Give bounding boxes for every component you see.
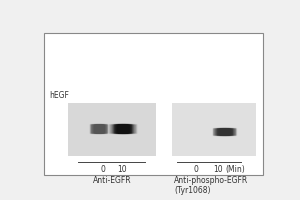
Text: hEGF: hEGF <box>49 91 69 100</box>
Text: 10: 10 <box>214 165 223 174</box>
Bar <box>68 103 156 156</box>
Text: Anti-EGFR: Anti-EGFR <box>93 176 131 185</box>
Text: Anti-phospho-EGFR: Anti-phospho-EGFR <box>174 176 248 185</box>
Text: (Tyr1068): (Tyr1068) <box>174 186 211 195</box>
Text: (Min): (Min) <box>225 165 245 174</box>
Text: 0: 0 <box>100 165 106 174</box>
Bar <box>172 103 256 156</box>
Text: 0: 0 <box>193 165 198 174</box>
Text: 10: 10 <box>118 165 127 174</box>
